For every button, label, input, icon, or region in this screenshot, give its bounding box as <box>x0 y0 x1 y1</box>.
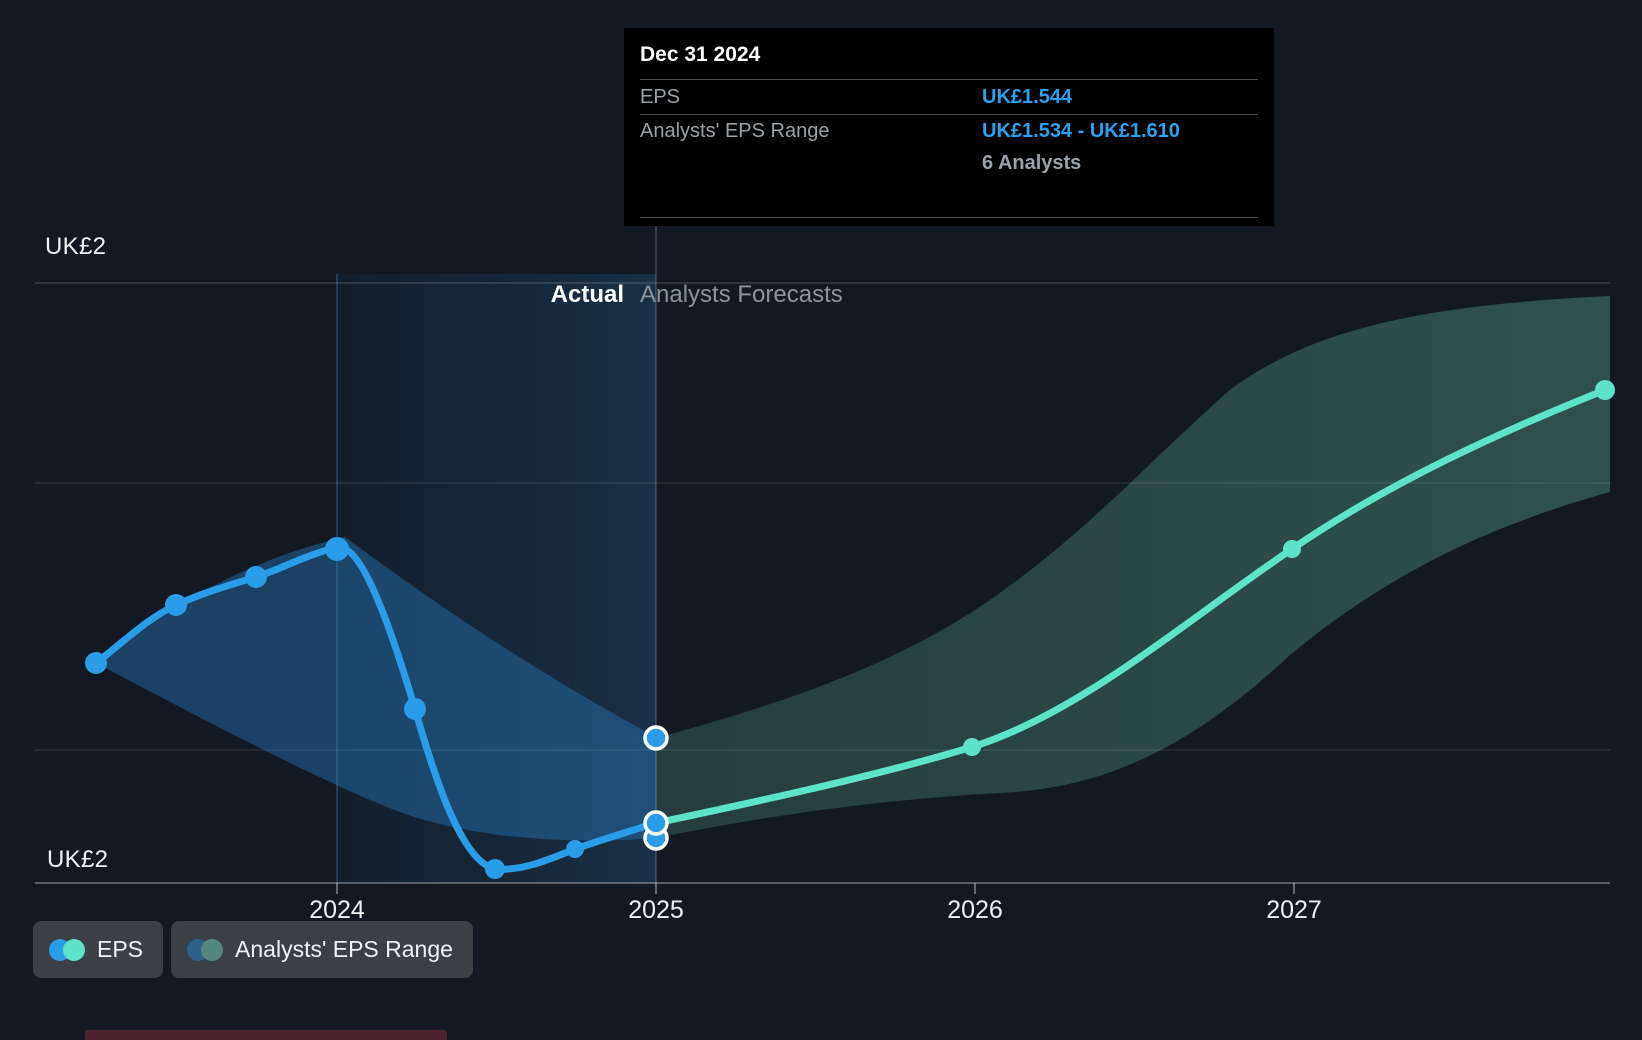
x-tick-label-2026: 2026 <box>947 896 1003 924</box>
forecast-data-point[interactable] <box>963 738 981 756</box>
eps-range-band <box>96 537 656 841</box>
actual-phase-label: Actual <box>550 281 624 308</box>
legend-item-eps[interactable]: EPS <box>33 921 164 978</box>
eps-line[interactable] <box>92 544 660 873</box>
eps-data-point[interactable] <box>325 537 349 561</box>
cropped-red-strip <box>85 1030 447 1040</box>
legend-item-label: Analysts' EPS Range <box>235 936 453 962</box>
legend-item-label: EPS <box>97 936 144 962</box>
forecast-phase-label: Analysts Forecasts <box>640 281 843 308</box>
eps-data-point[interactable] <box>404 698 426 720</box>
tooltip-footer-divider <box>640 217 1258 218</box>
legend-item-analysts-eps-range[interactable]: Analysts' EPS Range <box>171 921 473 978</box>
eps-ringed-dots <box>643 725 669 851</box>
eps-data-point[interactable] <box>566 840 584 858</box>
tooltip-date: Dec 31 2024 <box>640 28 1258 80</box>
current-period-highlight-band <box>337 274 656 883</box>
tooltip-analyst-count: 6 Analysts <box>982 151 1082 174</box>
eps-data-point[interactable] <box>245 566 267 588</box>
tooltip-eps-value: UK£1.544 <box>982 85 1073 108</box>
eps-data-point[interactable] <box>85 652 107 674</box>
forecast-range-band <box>656 296 1610 838</box>
range-legend-icon <box>187 938 224 961</box>
eps-legend-icon <box>49 938 85 961</box>
eps-data-point[interactable] <box>485 859 505 879</box>
forecast-dots <box>963 380 1615 756</box>
eps-data-point[interactable] <box>165 594 187 616</box>
forecast-data-point[interactable] <box>1283 540 1301 558</box>
forecast-line[interactable] <box>652 386 1609 827</box>
tooltip-range-label: Analysts' EPS Range <box>640 120 830 142</box>
eps-dots <box>85 537 584 879</box>
tooltip-eps-label: EPS <box>640 85 681 108</box>
chart-legend: EPS Analysts' EPS Range <box>33 921 473 978</box>
chart-tooltip: Dec 31 2024 EPS UK£1.544 Analysts' EPS R… <box>624 28 1274 226</box>
eps-current-data-point[interactable] <box>643 725 669 751</box>
tooltip-range-value: UK£1.534 - UK£1.610 <box>982 120 1180 142</box>
y-axis-label-bottom: UK£2 <box>47 846 109 873</box>
forecast-data-point[interactable] <box>1595 380 1615 400</box>
x-tick-label-2025: 2025 <box>628 896 684 924</box>
eps-current-data-point[interactable] <box>643 810 669 836</box>
x-tick-label-2024: 2024 <box>309 896 365 924</box>
x-tick-label-2027: 2027 <box>1266 896 1322 924</box>
y-axis-label-top: UK£2 <box>45 233 107 260</box>
